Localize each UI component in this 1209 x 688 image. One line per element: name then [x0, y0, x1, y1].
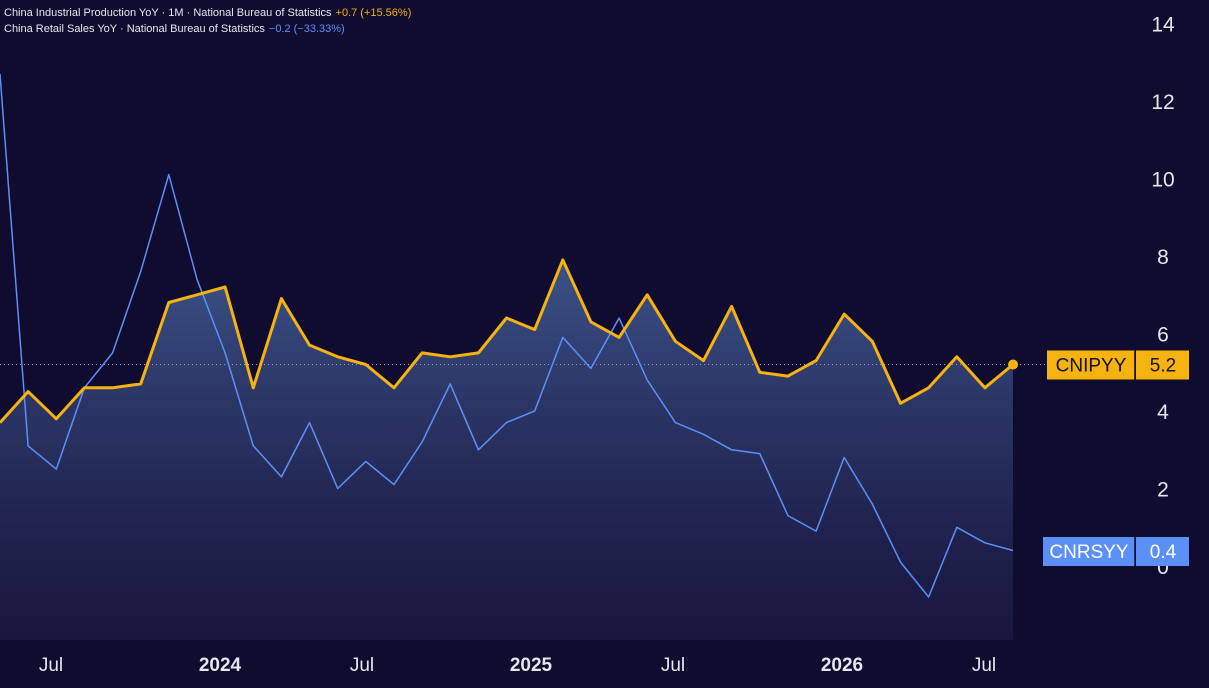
legend-industrial-label: China Industrial Production YoY · 1M · N…: [4, 7, 332, 19]
x-tick-label: Jul: [39, 655, 63, 676]
legend-retail[interactable]: China Retail Sales YoY · National Bureau…: [4, 21, 411, 37]
x-tick-label: 2025: [510, 655, 553, 676]
y-tick-label: 4: [1157, 401, 1169, 424]
badge-series-name: CNIPYY: [1056, 356, 1127, 377]
badge-series-name: CNRSYY: [1049, 542, 1129, 563]
badge-series-value: 5.2: [1150, 356, 1176, 377]
y-tick-label: 14: [1151, 14, 1175, 37]
industrial-last-point-dot: [1008, 360, 1018, 370]
legend-retail-label: China Retail Sales YoY · National Bureau…: [4, 23, 265, 35]
legend-retail-change: −0.2 (−33.33%): [269, 23, 345, 35]
x-tick-label: 2026: [821, 655, 863, 676]
y-tick-label: 6: [1157, 324, 1169, 347]
y-tick-label: 12: [1151, 91, 1174, 114]
badge-series-value: 0.4: [1150, 542, 1177, 563]
x-tick-label: Jul: [972, 655, 996, 676]
y-tick-label: 10: [1151, 169, 1174, 192]
x-tick-label: Jul: [661, 655, 685, 676]
x-axis[interactable]: Jul 2024 Jul 2025 Jul 2026 Jul: [39, 655, 996, 676]
x-tick-label: 2024: [199, 655, 242, 676]
y-tick-label: 8: [1157, 246, 1169, 269]
legend[interactable]: China Industrial Production YoY · 1M · N…: [4, 5, 411, 37]
y-tick-label: 2: [1157, 479, 1169, 502]
x-tick-label: Jul: [350, 655, 374, 676]
price-badges: CNIPYY 5.2 CNRSYY 0.4: [1043, 351, 1189, 567]
legend-industrial-change: +0.7 (+15.56%): [336, 7, 412, 19]
legend-industrial[interactable]: China Industrial Production YoY · 1M · N…: [4, 5, 411, 21]
